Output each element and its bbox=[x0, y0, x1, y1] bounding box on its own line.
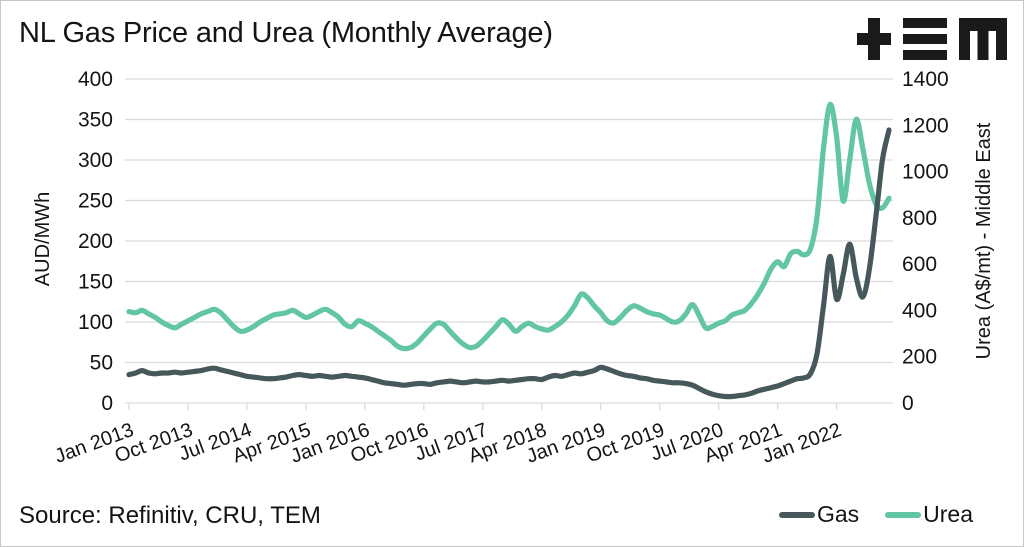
legend-label-urea: Urea bbox=[923, 501, 973, 527]
chart-legend: Gas Urea bbox=[778, 501, 973, 528]
urea-line-swatch bbox=[885, 511, 922, 518]
left-axis-tick-label: 350 bbox=[78, 109, 113, 132]
gas-line-swatch bbox=[778, 511, 815, 518]
left-axis-tick-label: 250 bbox=[78, 190, 113, 213]
legend-item-gas: Gas bbox=[778, 501, 860, 528]
right-axis-tick-label: 600 bbox=[902, 253, 937, 276]
source-note: Source: Refinitiv, CRU, TEM bbox=[19, 502, 321, 529]
left-axis-tick-label: 50 bbox=[90, 352, 113, 375]
right-axis-title: Urea (A$/mt) - Middle East bbox=[973, 122, 995, 359]
series-line-gas bbox=[126, 127, 892, 400]
left-axis-tick-label: 400 bbox=[78, 68, 113, 91]
right-axis-tick-label: 0 bbox=[902, 392, 914, 415]
right-axis-tick-label: 1400 bbox=[902, 68, 949, 91]
logo-m-icon bbox=[959, 18, 1007, 60]
chart-title: NL Gas Price and Urea (Monthly Average) bbox=[19, 17, 553, 49]
right-axis-tick-label: 1000 bbox=[902, 161, 949, 184]
left-axis-tick-label: 300 bbox=[78, 149, 113, 172]
legend-item-urea: Urea bbox=[885, 501, 973, 528]
left-axis-tick-label: 150 bbox=[78, 271, 113, 294]
tem-logo bbox=[857, 18, 1007, 60]
left-axis-tick-label: 200 bbox=[78, 230, 113, 253]
right-axis-tick-label: 400 bbox=[902, 299, 937, 322]
right-axis-tick-label: 800 bbox=[902, 207, 937, 230]
right-axis-tick-label: 1200 bbox=[902, 114, 949, 137]
left-axis-tick-label: 100 bbox=[78, 311, 113, 334]
left-axis-tick-label: 0 bbox=[101, 392, 113, 415]
logo-bars-icon bbox=[903, 18, 947, 28]
right-axis-tick-label: 200 bbox=[902, 346, 937, 369]
legend-label-gas: Gas bbox=[816, 501, 860, 527]
left-axis-title: AUD/MWh bbox=[32, 192, 54, 286]
series-line-urea bbox=[126, 101, 892, 352]
